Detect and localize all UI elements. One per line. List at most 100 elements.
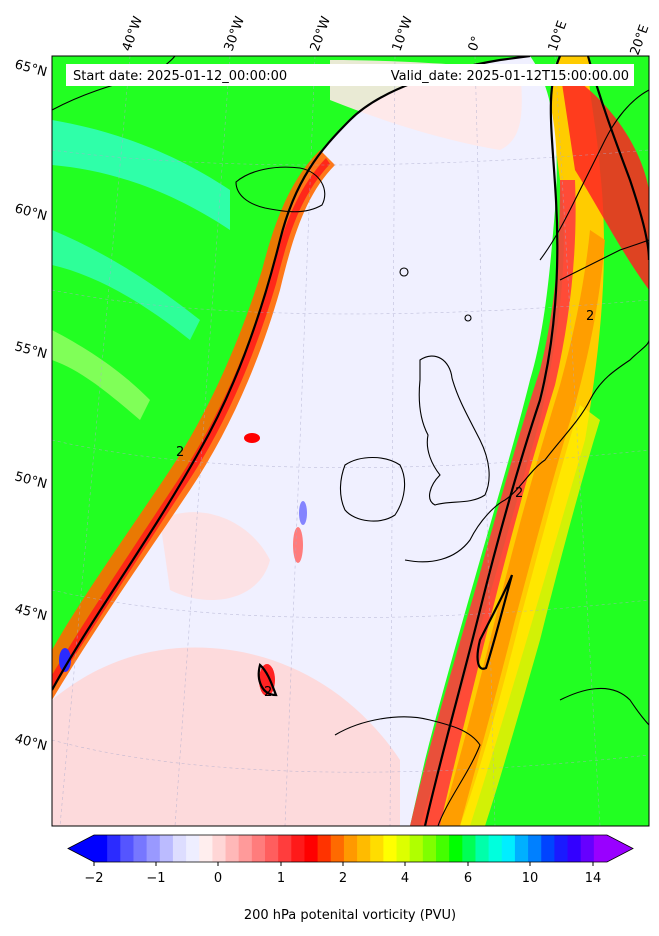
iberia-coast — [334, 716, 481, 826]
contour-label: 2 — [264, 685, 272, 700]
map-area — [52, 56, 649, 826]
orange-band-east — [440, 230, 605, 826]
longitude-label: 20°W — [308, 14, 334, 53]
pink-patch — [52, 647, 400, 826]
orange-edge-west — [52, 150, 335, 700]
colorbar-swatch — [186, 835, 200, 862]
colorbar-swatch — [120, 835, 134, 862]
colorbar-tick-label: 0 — [214, 871, 222, 886]
colorbar-swatch — [159, 835, 174, 862]
colorbar-swatch — [265, 835, 279, 862]
colorbar-swatch — [172, 835, 187, 862]
header-box — [66, 64, 634, 86]
colorbar-swatch — [475, 835, 490, 862]
negative-pv-blob — [59, 648, 71, 672]
britain-coast — [418, 355, 490, 506]
contour-label: 2 — [515, 486, 523, 501]
colorbar-swatch — [357, 835, 371, 862]
longitude-label: 0° — [466, 34, 485, 53]
pv-blob — [293, 527, 303, 563]
colorbar-swatch — [370, 835, 384, 862]
faroe-islands — [399, 267, 409, 277]
colorbar-swatch — [225, 835, 240, 862]
colorbar-tick-label: 4 — [401, 871, 409, 886]
colorbar-swatch — [449, 835, 463, 862]
colorbar-swatch — [278, 835, 292, 862]
negative-pv-blob — [299, 501, 307, 525]
cyan-streak — [52, 120, 230, 230]
longitude-labels: 40°W 30°W 20°W 10°W 0° 10°E 20°E — [120, 14, 653, 57]
colorbar-swatch — [94, 835, 108, 862]
latitude-label: 40°N — [13, 731, 49, 754]
valid-date-label: Valid_date: 2025-01-12T15:00:00.00 — [391, 69, 629, 84]
colorbar-tick-label: 2 — [339, 871, 347, 886]
colorbar: −2 −1 0 1 2 4 6 10 14 — [67, 834, 634, 886]
contour-label: 2 — [176, 445, 184, 460]
low-pv-streamer — [52, 56, 557, 826]
latitude-label: 50°N — [13, 469, 49, 492]
norway-coast — [539, 89, 649, 261]
start-date-label: Start date: 2025-01-12_00:00:00 — [73, 69, 287, 84]
colorbar-tick-label: −2 — [84, 871, 103, 886]
colorbar-swatch — [488, 835, 503, 862]
colorbar-swatch — [238, 835, 253, 862]
scandinavia-red — [560, 70, 649, 290]
colorbar-tick-label: 1 — [277, 871, 285, 886]
colorbar-swatch — [107, 835, 121, 862]
pink-patch — [160, 512, 270, 600]
colorbar-swatch — [304, 835, 319, 862]
ireland-coast — [339, 456, 406, 522]
colorbar-swatch — [212, 835, 227, 862]
colorbar-swatch — [343, 835, 358, 862]
colorbar-label: 200 hPa potenital vorticity (PVU) — [244, 908, 456, 923]
colorbar-swatch — [291, 835, 305, 862]
colorbar-swatch — [146, 835, 161, 862]
graticule — [52, 56, 649, 826]
colorbar-swatch — [567, 835, 582, 862]
colorbar-swatch — [528, 835, 542, 862]
pv-blob — [244, 433, 260, 443]
red-edge-west — [52, 158, 330, 690]
latitude-label: 45°N — [13, 601, 49, 624]
colorbar-max-arrow — [607, 835, 633, 862]
colorbar-swatch — [396, 835, 411, 862]
red-band-east — [410, 180, 576, 826]
europe-coast — [404, 339, 649, 563]
colorbar-tick-label: 14 — [585, 871, 602, 886]
sweden-coast — [559, 239, 649, 281]
colorbar-swatch — [541, 835, 555, 862]
colorbar-min-arrow — [68, 835, 94, 862]
iceland-coast — [235, 166, 326, 213]
latitude-label: 65°N — [13, 57, 49, 80]
cyan-streak — [52, 230, 200, 340]
latitude-label: 60°N — [13, 201, 49, 224]
colorbar-tick-label: 10 — [522, 871, 539, 886]
longitude-label: 20°E — [628, 23, 653, 58]
colorbar-swatch — [593, 835, 608, 862]
map-frame — [51, 55, 650, 827]
contour-label: 2 — [586, 309, 594, 324]
france-med-coast — [559, 687, 649, 726]
colorbar-tick-label: 6 — [464, 871, 472, 886]
colorbar-swatch — [330, 835, 345, 862]
pv-2-contour — [52, 56, 649, 826]
colorbar-tick-label: −1 — [146, 871, 165, 886]
colorbar-swatch — [409, 835, 424, 862]
longitude-label: 10°W — [390, 14, 416, 53]
latitude-labels: 65°N 60°N 55°N 50°N 45°N 40°N — [13, 57, 49, 754]
colorbar-swatch — [199, 835, 213, 862]
longitude-label: 10°E — [546, 19, 571, 54]
colorbar-swatch — [436, 835, 450, 862]
colorbar-swatch — [251, 835, 266, 862]
colorbar-swatch — [580, 835, 595, 862]
colorbar-swatch — [462, 835, 476, 862]
colorbar-swatch — [422, 835, 437, 862]
colorbar-swatch — [554, 835, 569, 862]
yellow-band-east — [460, 405, 600, 826]
colorbar-swatch — [317, 835, 332, 862]
latitude-label: 55°N — [13, 339, 49, 362]
colorbar-swatch — [514, 835, 529, 862]
colorbar-swatch — [383, 835, 398, 862]
shetland-islands — [464, 314, 472, 322]
